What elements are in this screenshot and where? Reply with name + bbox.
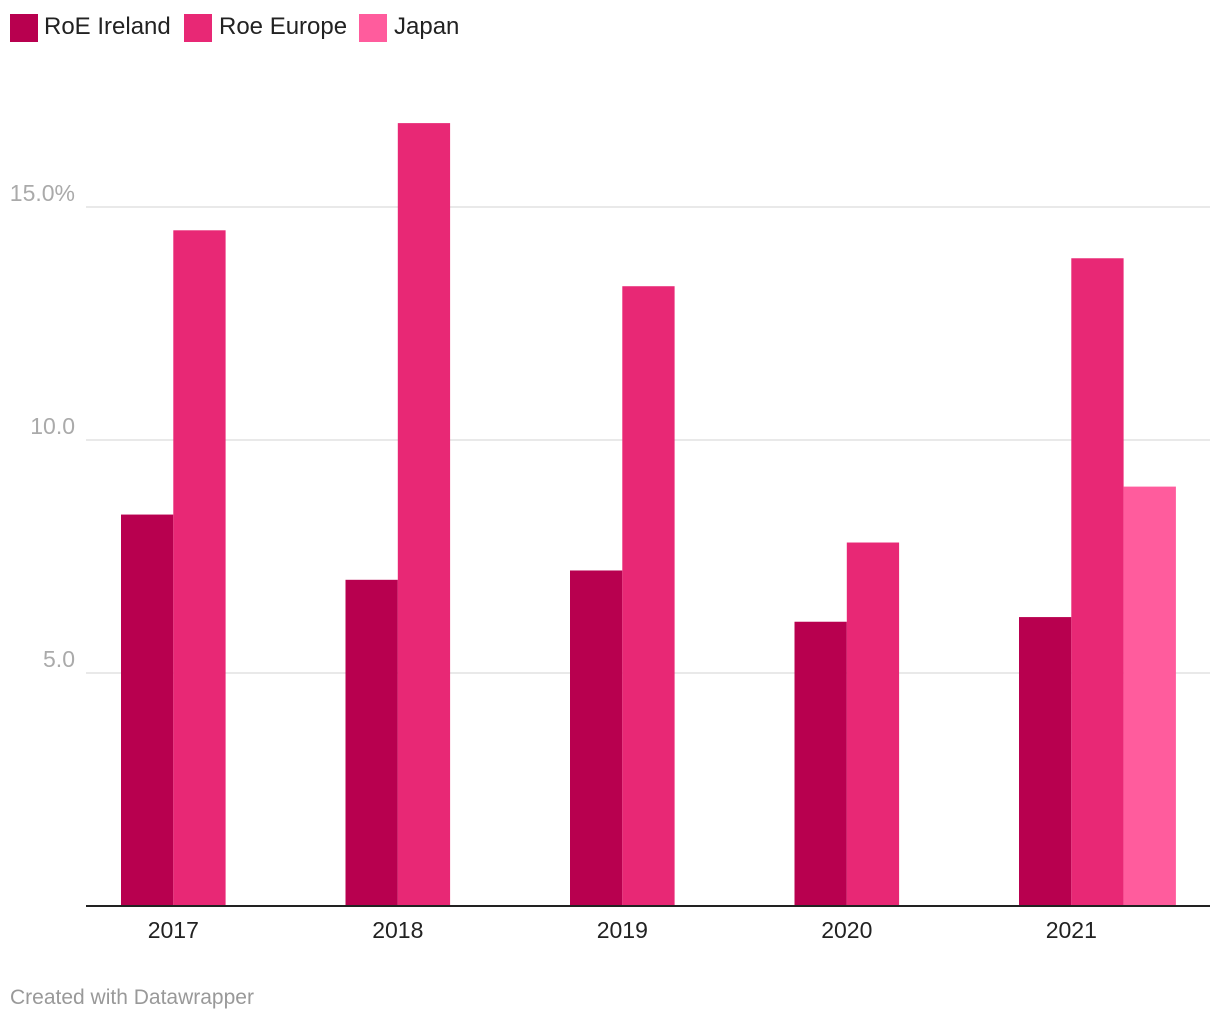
bar <box>173 230 226 907</box>
legend-swatch <box>10 14 38 42</box>
legend-label: Japan <box>394 13 459 40</box>
legend-label: RoE Ireland <box>44 13 171 40</box>
bar <box>794 621 847 906</box>
bar <box>570 570 623 906</box>
bar <box>1019 617 1072 906</box>
y-tick-label: 10.0 <box>30 413 75 439</box>
bar <box>345 579 398 906</box>
bar <box>1071 258 1124 906</box>
x-axis-tick-labels: 2017 2018 2019 2020 2021 <box>148 917 1097 943</box>
x-tick-label: 2018 <box>372 917 423 943</box>
x-tick-label: 2021 <box>1046 917 1097 943</box>
x-tick-label: 2017 <box>148 917 199 943</box>
bars <box>121 123 1176 907</box>
legend-item[interactable]: Roe Europe <box>184 13 347 42</box>
legend-swatch <box>359 14 387 42</box>
legend-label: Roe Europe <box>219 13 347 40</box>
legend-swatch <box>184 14 212 42</box>
y-axis-tick-labels: 5.0 10.0 15.0% <box>10 180 75 672</box>
y-tick-label: 5.0 <box>43 646 75 672</box>
y-tick-label: 15.0% <box>10 180 75 206</box>
bar <box>622 286 675 907</box>
x-tick-label: 2020 <box>821 917 872 943</box>
x-tick-label: 2019 <box>597 917 648 943</box>
legend-item[interactable]: Japan <box>359 13 459 42</box>
legend: RoE Ireland Roe Europe Japan <box>10 13 459 42</box>
credit-text[interactable]: Created with Datawrapper <box>10 986 254 1009</box>
bar <box>1123 486 1176 906</box>
bar <box>121 514 174 906</box>
legend-item[interactable]: RoE Ireland <box>10 13 171 42</box>
bar <box>397 123 451 907</box>
bar <box>846 542 900 906</box>
